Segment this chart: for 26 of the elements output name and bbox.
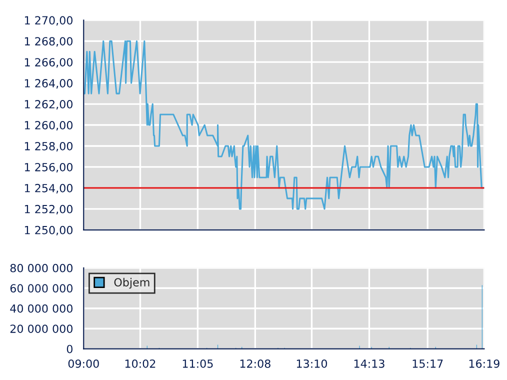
y-tick-label: 1 266,00 <box>24 58 72 68</box>
y-tick-label: 1 264,00 <box>24 79 72 89</box>
y-tick-label: 1 252,00 <box>24 204 72 214</box>
y-tick-label: 20 000 000 <box>10 324 72 333</box>
y-tick-label: 40 000 000 <box>10 304 72 313</box>
y-tick-label: 1 256,00 <box>24 162 72 172</box>
y-tick-label: 0 <box>66 344 72 354</box>
y-tick-label: 1 250,00 <box>24 226 72 236</box>
y-tick-label: 60 000 000 <box>10 284 72 293</box>
x-tick-label: 16:19 <box>469 359 500 368</box>
x-tick-label: 10:02 <box>125 359 156 368</box>
x-tick-label: 12:08 <box>240 359 270 368</box>
y-tick-label: 80 000 000 <box>10 264 72 272</box>
legend-label: Objem <box>114 278 150 289</box>
y-tick-label: 1 258,00 <box>24 142 72 152</box>
x-tick-label: 09:00 <box>68 359 99 368</box>
x-tick-label: 13:10 <box>296 359 328 368</box>
x-tick-label: 14:13 <box>354 359 384 368</box>
line-series <box>84 40 484 210</box>
y-tick-label: 1 268,00 <box>24 37 72 47</box>
x-tick-label: 11:05 <box>182 359 213 368</box>
y-tick-label: 1 260,00 <box>24 120 72 131</box>
y-tick-label: 1 254,00 <box>24 184 72 194</box>
y-tick-label: 1 270,00 <box>24 16 72 26</box>
y-tick-label: 1 262,00 <box>24 100 72 110</box>
x-tick-label: 15:17 <box>412 360 443 368</box>
